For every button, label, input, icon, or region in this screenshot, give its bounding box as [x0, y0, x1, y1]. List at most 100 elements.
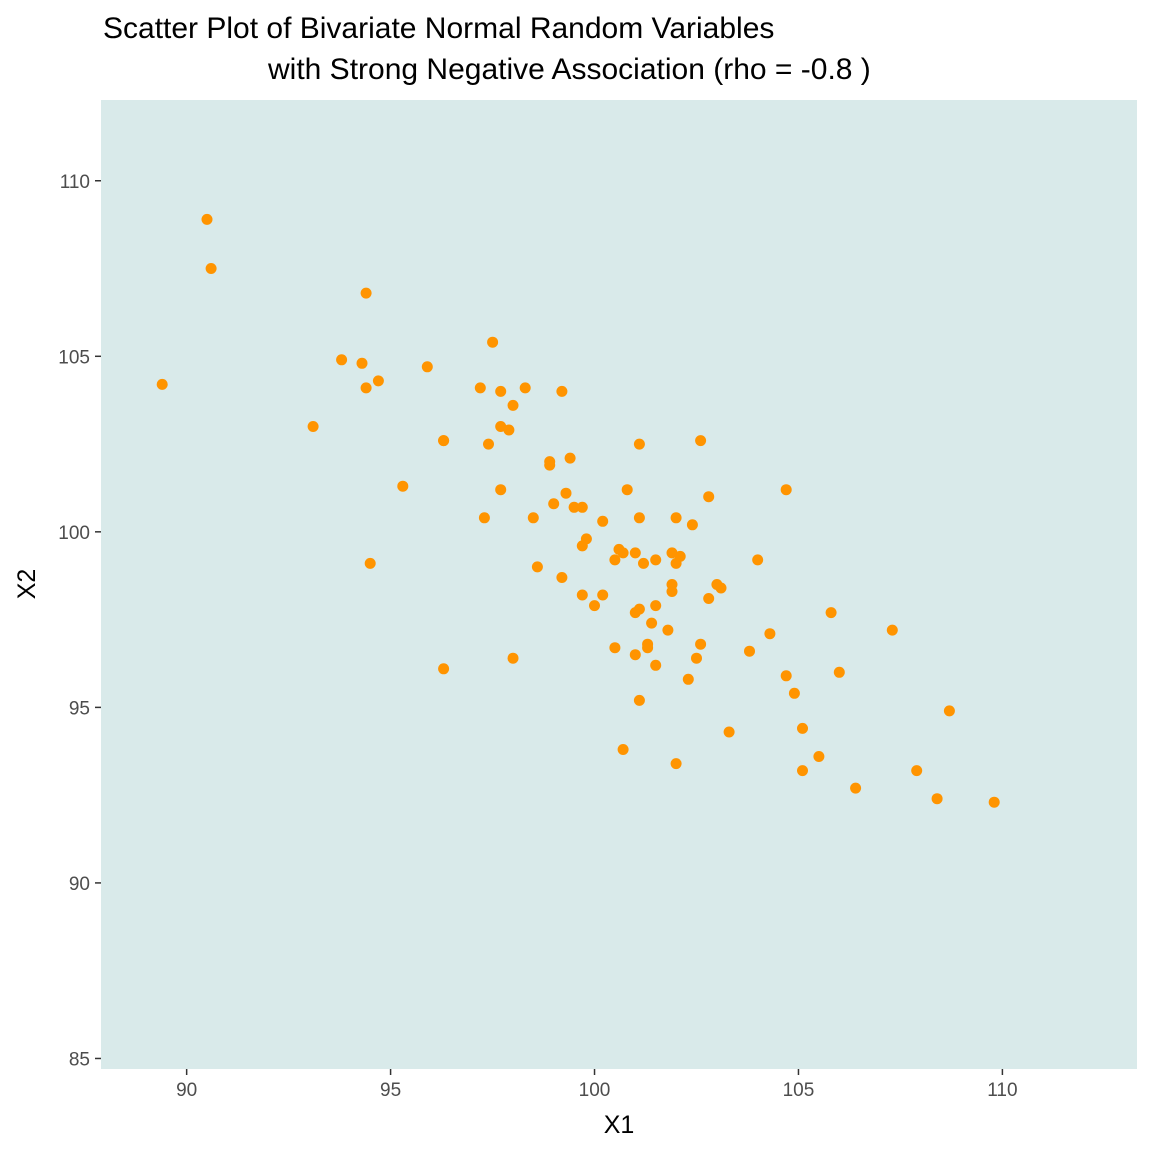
x-tick-label: 105	[783, 1080, 815, 1101]
x-tick-label: 110	[987, 1080, 1017, 1101]
data-point	[360, 287, 372, 299]
x-tick-label: 90	[176, 1080, 197, 1101]
data-point	[356, 357, 368, 369]
data-point	[156, 378, 168, 390]
data-point	[576, 501, 588, 513]
y-axis-title: X2	[13, 569, 41, 600]
data-point	[638, 557, 649, 569]
data-point	[633, 694, 645, 706]
data-point	[503, 424, 515, 436]
y-tick-label: 110	[60, 172, 90, 193]
data-point	[629, 547, 641, 559]
data-point	[825, 607, 837, 619]
data-point	[695, 638, 707, 650]
data-point	[507, 399, 519, 411]
data-point	[646, 617, 658, 629]
data-point	[780, 670, 792, 682]
data-point	[438, 663, 450, 675]
y-tick-label: 95	[69, 698, 90, 719]
data-point	[307, 421, 319, 432]
data-point	[752, 554, 764, 566]
data-point	[797, 722, 808, 734]
data-point	[642, 642, 654, 654]
data-point	[670, 557, 682, 569]
x-tick-label: 100	[579, 1080, 611, 1101]
data-point	[629, 649, 641, 661]
data-point	[629, 607, 641, 619]
data-point	[633, 438, 645, 450]
data-point	[397, 480, 409, 492]
data-point	[474, 382, 486, 394]
data-point	[788, 687, 800, 699]
data-point	[478, 512, 490, 524]
data-point	[372, 375, 384, 387]
data-point	[703, 491, 715, 503]
data-point	[548, 498, 560, 510]
data-point	[662, 624, 674, 636]
chart-title-line1: Scatter Plot of Bivariate Normal Random …	[103, 12, 774, 45]
data-point	[483, 438, 494, 450]
data-point	[797, 765, 808, 777]
data-point	[617, 744, 629, 755]
data-point	[931, 793, 943, 805]
data-point	[495, 421, 507, 432]
data-point	[564, 452, 576, 464]
data-point	[495, 484, 507, 496]
data-point	[691, 652, 702, 664]
y-tick-label: 105	[58, 347, 90, 368]
data-point	[813, 751, 825, 762]
x-axis: 90 95 100 105 110	[176, 1069, 1018, 1101]
data-point	[703, 593, 715, 604]
data-point	[531, 561, 543, 573]
data-point	[943, 705, 955, 717]
data-point	[650, 600, 662, 612]
y-tick-label: 85	[69, 1049, 90, 1070]
data-point	[576, 540, 588, 552]
y-tick-label: 100	[58, 523, 90, 544]
data-point	[764, 628, 776, 640]
data-point	[544, 459, 556, 471]
chart-title-line2: with Strong Negative Association (rho = …	[267, 53, 871, 86]
data-point	[336, 354, 348, 366]
data-point	[911, 765, 923, 777]
data-point	[597, 515, 609, 527]
data-point	[556, 572, 568, 583]
data-point	[364, 557, 376, 569]
data-point	[201, 213, 213, 225]
data-point	[487, 336, 499, 348]
data-point	[682, 673, 694, 685]
data-point	[576, 589, 588, 601]
y-axis: 85 90 95 100 105 110	[58, 172, 101, 1070]
data-point	[589, 600, 600, 612]
data-point	[850, 782, 862, 794]
data-point	[519, 382, 531, 394]
data-point	[780, 484, 792, 496]
data-point	[421, 361, 433, 373]
data-point	[556, 385, 568, 397]
data-point	[723, 726, 735, 738]
data-point	[205, 263, 217, 274]
data-point	[527, 512, 539, 524]
points-layer	[156, 213, 1000, 808]
data-point	[650, 659, 662, 671]
data-point	[507, 652, 519, 664]
y-tick-label: 90	[69, 874, 90, 895]
data-point	[633, 512, 645, 524]
data-point	[560, 487, 572, 499]
data-point	[695, 435, 707, 447]
data-point	[886, 624, 898, 636]
data-point	[438, 435, 450, 447]
x-tick-label: 95	[380, 1080, 401, 1101]
x-axis-title: X1	[604, 1111, 635, 1139]
data-point	[609, 554, 621, 566]
data-point	[744, 645, 755, 657]
data-point	[360, 382, 372, 394]
data-point	[597, 589, 609, 601]
data-point	[715, 582, 727, 594]
data-point	[686, 519, 698, 531]
data-point	[670, 512, 682, 524]
data-point	[621, 484, 633, 496]
data-point	[670, 758, 682, 770]
data-point	[650, 554, 662, 566]
